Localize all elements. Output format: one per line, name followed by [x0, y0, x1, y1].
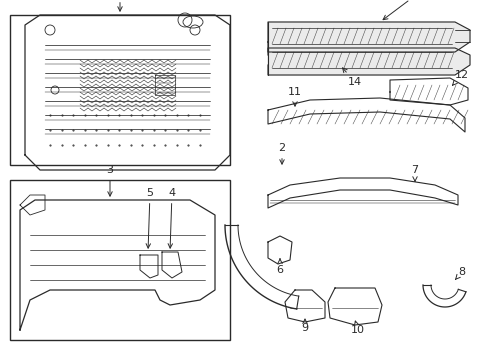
- Text: 2: 2: [278, 143, 285, 164]
- Text: 7: 7: [410, 165, 418, 181]
- Polygon shape: [267, 22, 469, 52]
- Text: 8: 8: [455, 267, 465, 279]
- Text: 9: 9: [301, 319, 308, 333]
- Text: 13: 13: [382, 0, 426, 20]
- Text: 12: 12: [451, 70, 468, 85]
- Text: 1: 1: [116, 0, 123, 11]
- Text: 11: 11: [287, 87, 302, 106]
- Text: 10: 10: [350, 321, 364, 335]
- Text: 3: 3: [106, 165, 113, 196]
- Text: 5: 5: [146, 188, 153, 248]
- Polygon shape: [267, 48, 469, 75]
- Bar: [10, 180, 229, 340]
- Text: 6: 6: [276, 259, 283, 275]
- Text: 14: 14: [342, 68, 361, 87]
- Bar: [10, 15, 229, 165]
- Text: 4: 4: [168, 188, 175, 248]
